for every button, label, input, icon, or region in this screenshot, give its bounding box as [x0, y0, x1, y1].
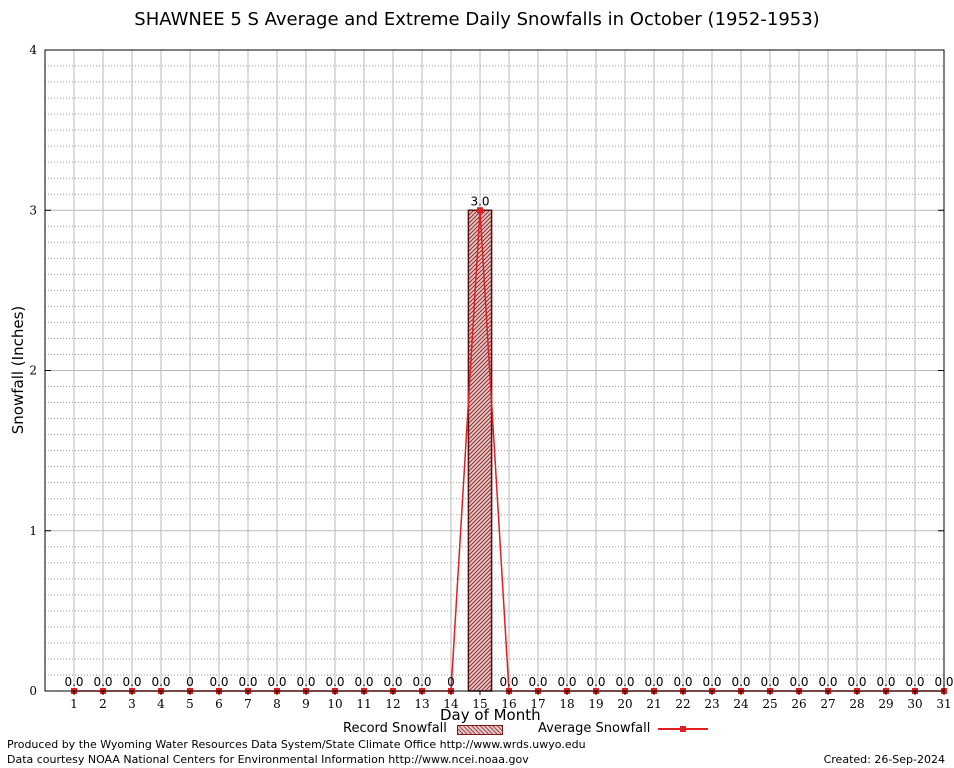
data-label: 0.0: [557, 675, 576, 689]
x-tick-label: 3: [128, 697, 136, 711]
x-tick-label: 9: [302, 697, 310, 711]
x-tick-label: 29: [878, 697, 893, 711]
legend-average-label: Average Snowfall: [538, 721, 651, 736]
data-label: 0.0: [528, 675, 547, 689]
x-tick-label: 10: [327, 697, 342, 711]
x-tick-label: 22: [675, 697, 690, 711]
data-label: 0.0: [122, 675, 141, 689]
average-point: [477, 207, 483, 214]
data-label: 0.0: [644, 675, 663, 689]
y-tick-label: 2: [29, 364, 37, 378]
x-tick-label: 4: [157, 697, 165, 711]
data-label: 0: [186, 675, 194, 689]
footer-produced: Produced by the Wyoming Water Resources …: [7, 738, 586, 751]
x-tick-label: 5: [186, 697, 194, 711]
y-axis-label: Snowfall (Inches): [9, 305, 27, 435]
x-tick-label: 20: [617, 697, 632, 711]
data-label: 0.0: [789, 675, 808, 689]
data-label: 0.0: [731, 675, 750, 689]
x-tick-label: 7: [244, 697, 252, 711]
x-tick-label: 1: [70, 697, 78, 711]
data-label: 0.0: [238, 675, 257, 689]
data-labels: 0.0 0.0 0.0 0.0 0 0.0 0.0 0.0 0.0 0.0 0.0 0.0 0.0 0 3.…: [64, 194, 953, 689]
record-bars: [467, 209, 493, 692]
x-tick-label: 18: [559, 697, 574, 711]
y-tick-label: 1: [29, 524, 37, 538]
data-label: 0.0: [64, 675, 83, 689]
x-tick-label: 16: [501, 697, 516, 711]
data-label: 0.0: [586, 675, 605, 689]
x-tick-label: 14: [443, 697, 459, 711]
data-label: 0.0: [847, 675, 866, 689]
x-tick-label: 21: [646, 697, 661, 711]
x-tick-label: 12: [385, 697, 400, 711]
data-label: 0.0: [354, 675, 373, 689]
x-tick-label: 2: [99, 697, 107, 711]
record-bar: [467, 209, 493, 692]
data-label: 0.0: [499, 675, 518, 689]
grid: [45, 49, 945, 692]
chart-title: SHAWNEE 5 S Average and Extreme Daily Sn…: [134, 9, 820, 30]
x-tick-label: 26: [791, 697, 806, 711]
data-label: 0.0: [209, 675, 228, 689]
x-tick-label: 15: [472, 697, 487, 711]
y-tick-label: 0: [29, 684, 37, 698]
x-tick-label: 27: [820, 697, 835, 711]
data-label: 0.0: [412, 675, 431, 689]
data-label: 0.0: [93, 675, 112, 689]
footer-courtesy: Data courtesy NOAA National Centers for …: [7, 753, 529, 766]
x-tick-label: 28: [849, 697, 864, 711]
legend-record-swatch: [457, 725, 503, 735]
x-tick-label: 19: [588, 697, 603, 711]
data-label: 0.0: [905, 675, 924, 689]
x-tick-label: 6: [215, 697, 223, 711]
y-tick-label: 4: [29, 43, 37, 57]
legend-record-label: Record Snowfall: [343, 721, 447, 736]
x-tick-label: 24: [733, 697, 749, 711]
x-tick-label: 17: [530, 697, 545, 711]
data-label: 0.0: [760, 675, 779, 689]
data-label: 0.0: [818, 675, 837, 689]
data-label: 0.0: [296, 675, 315, 689]
x-tick-label: 11: [356, 697, 371, 711]
x-tick-label: 30: [907, 697, 922, 711]
x-tick-label: 23: [704, 697, 719, 711]
data-label: 0.0: [876, 675, 895, 689]
data-label: 0.0: [267, 675, 286, 689]
data-label: 3.0: [470, 194, 489, 208]
legend-average-swatch: [658, 726, 708, 732]
x-axis-label: Day of Month: [440, 706, 541, 724]
data-label: 0.0: [325, 675, 344, 689]
data-label: 0.0: [151, 675, 170, 689]
x-tick-label: 13: [414, 697, 429, 711]
footer-created: Created: 26-Sep-2024: [823, 753, 945, 766]
x-tick-label: 31: [936, 697, 951, 711]
y-tick-label: 3: [29, 203, 37, 217]
data-label: 0.0: [673, 675, 692, 689]
data-label: 0.0: [615, 675, 634, 689]
x-tick-label: 25: [762, 697, 777, 711]
data-label: 0: [447, 675, 455, 689]
data-label: 0.0: [383, 675, 402, 689]
data-label: 0.0: [702, 675, 721, 689]
x-tick-label: 8: [273, 697, 281, 711]
